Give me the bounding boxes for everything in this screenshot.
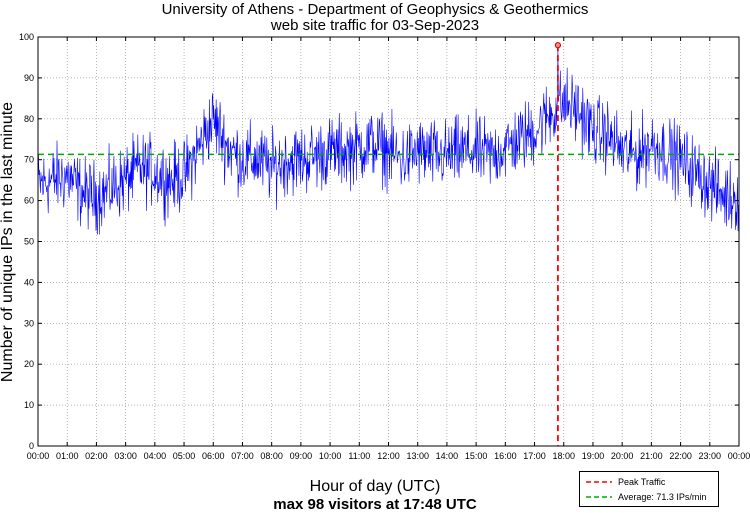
y-tick-label: 70 xyxy=(24,155,34,165)
x-tick-label: 23:00 xyxy=(699,451,722,461)
x-tick-label: 15:00 xyxy=(465,451,488,461)
x-tick-label: 09:00 xyxy=(290,451,313,461)
x-tick-label: 02:00 xyxy=(85,451,108,461)
x-tick-label: 06:00 xyxy=(202,451,225,461)
legend-average: Average: 71.3 IPs/min xyxy=(586,491,706,503)
x-tick-label: 00:00 xyxy=(27,451,50,461)
x-tick-label: 12:00 xyxy=(377,451,400,461)
x-tick-label: 21:00 xyxy=(640,451,663,461)
peak-marker xyxy=(554,42,562,49)
chart-subtitle: max 98 visitors at 17:48 UTC xyxy=(273,496,477,513)
x-tick-label: 14:00 xyxy=(436,451,459,461)
x-tick-label: 22:00 xyxy=(669,451,692,461)
y-tick-label: 40 xyxy=(24,277,34,287)
x-tick-label: 13:00 xyxy=(406,451,429,461)
x-tick-label: 17:00 xyxy=(523,451,546,461)
chart-title-line1: University of Athens - Department of Geo… xyxy=(161,1,589,18)
y-tick-label: 90 xyxy=(24,73,34,83)
x-tick-label: 20:00 xyxy=(611,451,634,461)
y-tick-label: 100 xyxy=(19,32,34,42)
y-tick-label: 10 xyxy=(24,400,34,410)
legend-peak-label: Peak Traffic xyxy=(618,477,666,487)
x-tick-label: 03:00 xyxy=(114,451,137,461)
legend: Peak Traffic Average: 71.3 IPs/min xyxy=(579,471,719,507)
x-tick-label: 10:00 xyxy=(319,451,342,461)
x-tick-label: 19:00 xyxy=(582,451,605,461)
legend-average-label: Average: 71.3 IPs/min xyxy=(618,492,707,502)
x-axis-label: Hour of day (UTC) xyxy=(309,478,441,495)
x-tick-label: 00:00 xyxy=(728,451,750,461)
y-tick-label: 60 xyxy=(24,196,34,206)
x-tick-label: 16:00 xyxy=(494,451,517,461)
chart-title-line2: web site traffic for 03-Sep-2023 xyxy=(270,17,480,34)
y-tick-label: 0 xyxy=(29,441,34,451)
x-tick-label: 07:00 xyxy=(231,451,254,461)
y-tick-label: 30 xyxy=(24,318,34,328)
x-tick-label: 11:00 xyxy=(348,451,370,461)
x-tick-label: 08:00 xyxy=(260,451,283,461)
y-tick-label: 80 xyxy=(24,114,34,124)
x-tick-label: 18:00 xyxy=(552,451,575,461)
legend-peak: Peak Traffic xyxy=(586,476,665,488)
x-tick-label: 01:00 xyxy=(56,451,79,461)
plot-frame xyxy=(37,36,740,447)
x-tick-label: 04:00 xyxy=(144,451,167,461)
x-tick-label: 05:00 xyxy=(173,451,196,461)
y-tick-label: 50 xyxy=(24,237,34,247)
y-tick-label: 20 xyxy=(24,359,34,369)
